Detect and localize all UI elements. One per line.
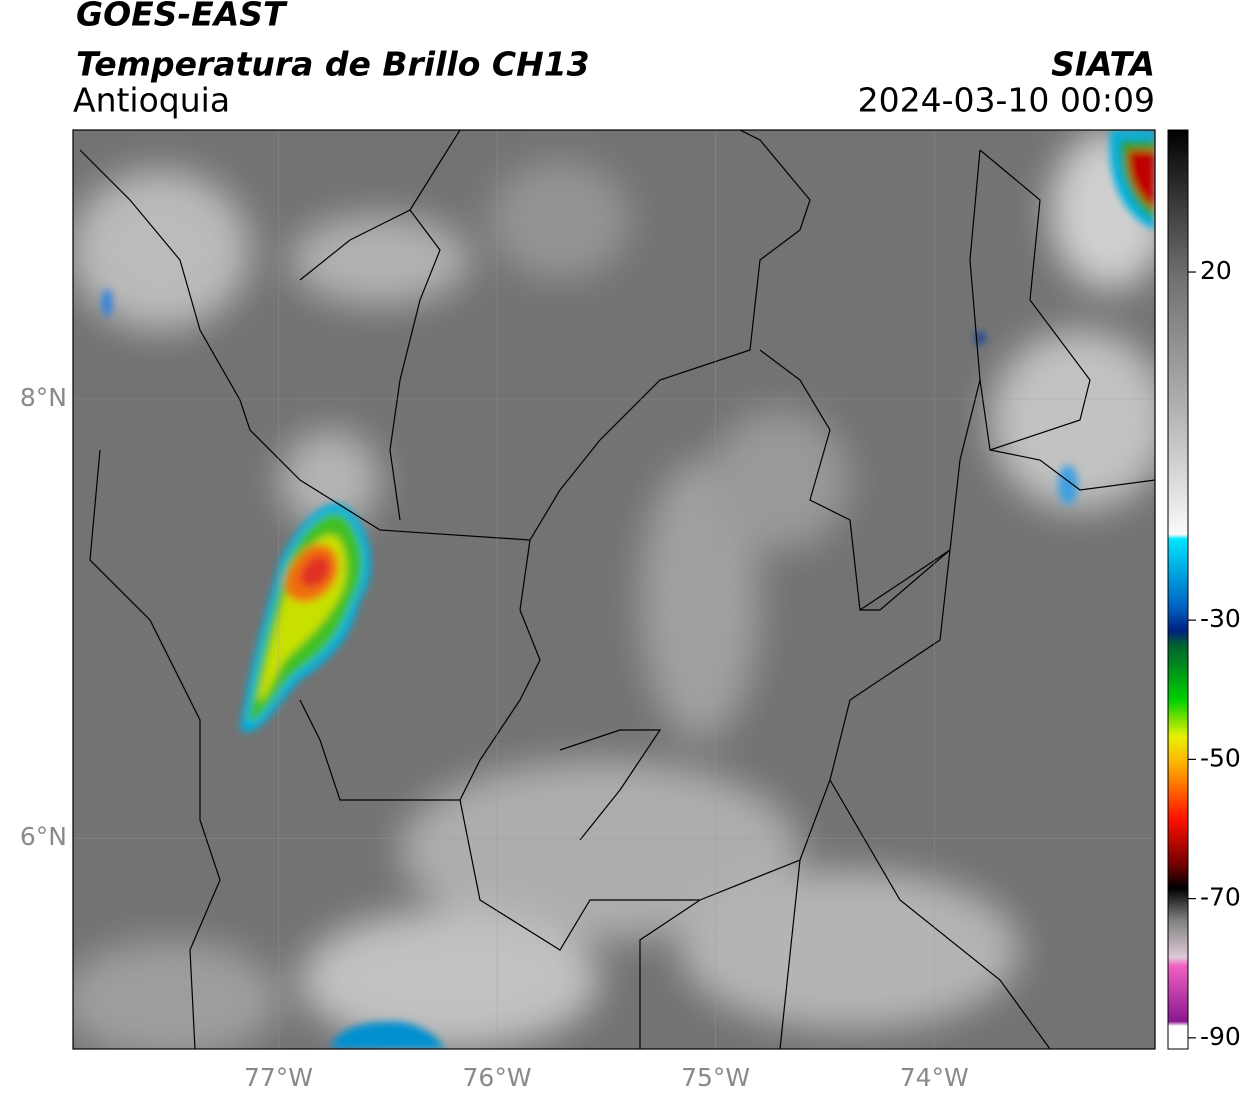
map-frame (72, 129, 1156, 1050)
datetime: 2024-03-10 00:09 (858, 81, 1155, 120)
colorbar-tick-label: -50 (1200, 743, 1241, 772)
y-tick-label: 8°N (20, 383, 67, 412)
y-tick-label: 6°N (20, 822, 67, 851)
colorbar-tick-label: -70 (1200, 883, 1241, 912)
subtitle: Temperatura de Brillo CH13 (76, 45, 590, 84)
colorbar-tick-label: 20 (1200, 256, 1232, 285)
colorbar-tick-label: -90 (1200, 1022, 1241, 1051)
x-tick-label: 74°W (900, 1063, 969, 1092)
x-tick-label: 76°W (463, 1063, 532, 1092)
colorbar-tick-label: -30 (1200, 604, 1241, 633)
x-tick-label: 75°W (681, 1063, 750, 1092)
region: Antioquia (73, 81, 230, 120)
satellite-image (73, 130, 1155, 1049)
title: GOES-EAST (76, 0, 288, 34)
colorbar (1167, 129, 1189, 1050)
borders (79, 130, 1155, 1049)
x-tick-label: 77°W (244, 1063, 313, 1092)
agency: SIATA (1051, 45, 1155, 84)
